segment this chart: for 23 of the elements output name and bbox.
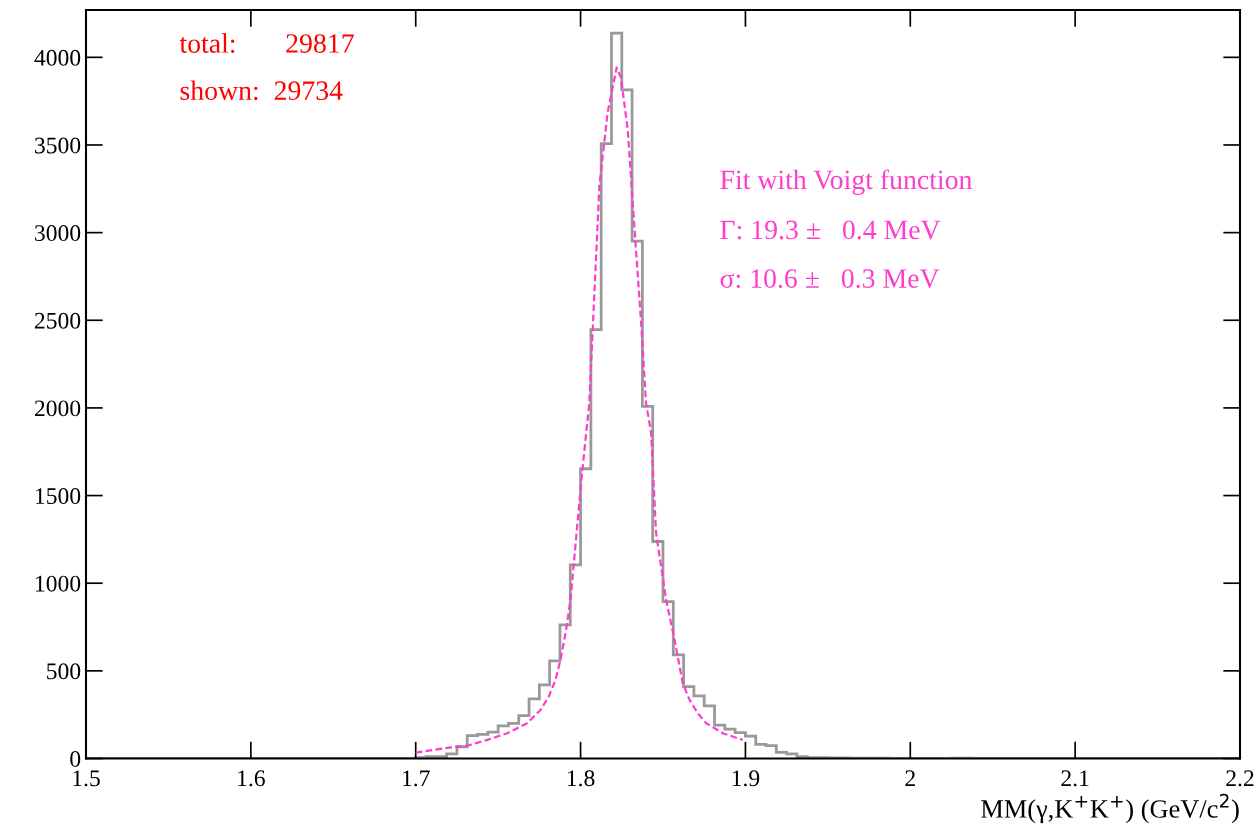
x-tick-label: 1.7 [403, 770, 430, 787]
y-tick-label: 2000 [34, 400, 81, 417]
y-tick-label: 4000 [34, 49, 81, 66]
annotation: shown: 29734 [180, 80, 343, 101]
y-tick-label: 3000 [35, 225, 81, 242]
y-tick-label: 2500 [34, 312, 81, 329]
x-tick-label: 2 [905, 770, 915, 786]
annotation: Fit with Voigt function [720, 169, 973, 195]
annotation: σ: 10.6 ± 0.3 MeV [720, 269, 940, 289]
x-tick-label: 1.9 [732, 770, 760, 787]
y-tick-label: 0 [70, 750, 81, 767]
x-tick-label: 2.2 [1226, 770, 1254, 787]
annotation: total: 29817 [179, 33, 354, 53]
x-tick-label: 1.8 [567, 770, 595, 787]
y-tick-label: 1500 [35, 488, 81, 504]
x-axis-title: MM(γ,K$^{+}$K$^{+}$) (GeV/c$^{2}$) [981, 793, 1239, 824]
y-tick-label: 1000 [35, 575, 81, 592]
x-tick-label: 1.6 [238, 770, 265, 787]
y-tick-label: 3500 [35, 137, 81, 154]
x-tick-label: 1.5 [73, 770, 100, 787]
annotation: Γ: 19.3 ± 0.4 MeV [720, 220, 941, 240]
y-tick-label: 500 [47, 663, 81, 680]
x-tick-label: 2.1 [1061, 770, 1089, 787]
